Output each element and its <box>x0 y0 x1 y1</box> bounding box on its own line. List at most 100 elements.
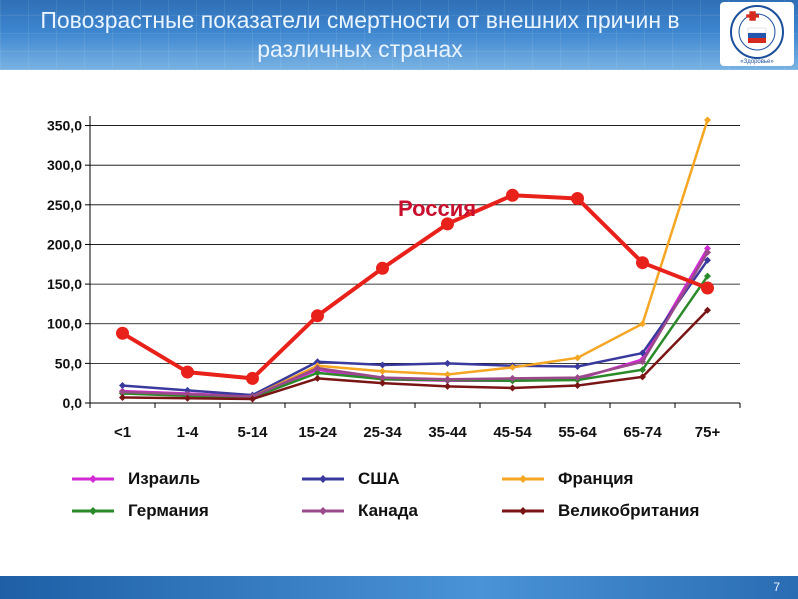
y-tick-label: 150,0 <box>47 276 82 292</box>
legend-item: Израиль <box>70 466 200 492</box>
data-point <box>314 369 321 377</box>
data-point <box>701 281 714 295</box>
data-point <box>314 358 321 366</box>
data-point <box>704 306 711 314</box>
series-line <box>121 193 709 381</box>
annotation-russia: Россия <box>398 196 476 221</box>
data-point <box>444 359 451 367</box>
y-tick-label: 250,0 <box>47 197 82 213</box>
x-tick-label: 25-34 <box>363 424 402 441</box>
x-tick-label: 15-24 <box>298 424 337 441</box>
axes <box>85 116 741 408</box>
legend-item: Канада <box>300 498 418 524</box>
legend-swatch-icon <box>302 475 344 483</box>
data-point <box>509 363 516 371</box>
x-tick-label: <1 <box>114 424 131 441</box>
legend-item: Великобритания <box>500 498 699 524</box>
data-point <box>249 395 256 403</box>
series-line <box>122 309 709 401</box>
y-tick-label: 350,0 <box>47 118 82 134</box>
svg-text:«Здоровье»: «Здоровье» <box>740 59 774 65</box>
grid-lines <box>90 125 740 364</box>
data-point <box>509 384 516 392</box>
x-tick-label: 55-64 <box>558 424 597 441</box>
data-point <box>704 248 711 256</box>
data-point <box>379 374 386 382</box>
data-point <box>444 370 451 378</box>
y-tick-label: 200,0 <box>47 236 82 252</box>
legend-label: Франция <box>558 469 634 488</box>
legend-item: Германия <box>70 498 209 524</box>
data-point <box>639 320 646 328</box>
legend-label: Канада <box>358 501 419 520</box>
data-point <box>639 373 646 381</box>
chart: 0,0 50,0 100,0 150,0 200,0 250,0 300,0 350,0 <1… <box>47 116 741 441</box>
data-point <box>119 388 126 396</box>
data-point <box>379 361 386 369</box>
legend: Израиль США Франция Германия Канада Великобри… <box>60 462 760 532</box>
legend-label: США <box>358 469 400 488</box>
legend-label: Германия <box>128 501 209 520</box>
legend-item: США <box>300 466 400 492</box>
page-number: 7 <box>773 580 780 594</box>
logo-emblem-icon: «Здоровье» <box>730 5 784 65</box>
y-tick-label: 50,0 <box>55 355 82 371</box>
x-tick-label: 75+ <box>695 424 721 441</box>
series-line <box>122 251 709 398</box>
data-point <box>509 374 516 382</box>
data-point <box>379 379 386 387</box>
logo: «Здоровье» <box>720 2 794 66</box>
data-point <box>184 390 191 398</box>
x-tick-label: 45-54 <box>493 424 532 441</box>
y-tick-labels: 0,0 50,0 100,0 150,0 200,0 250,0 300,0 350,0 <box>47 118 82 411</box>
data-point <box>639 366 646 374</box>
legend-item: Франция <box>500 466 633 492</box>
legend-swatch-icon <box>72 507 114 515</box>
y-tick-label: 100,0 <box>47 316 82 332</box>
data-point <box>704 116 711 124</box>
x-tick-label: 65-74 <box>623 424 662 441</box>
data-point <box>379 367 386 375</box>
y-tick-label: 300,0 <box>47 157 82 173</box>
data-point <box>444 382 451 390</box>
data-point <box>636 256 649 270</box>
data-point <box>574 382 581 390</box>
data-point <box>119 393 126 401</box>
slide-title: Повозрастные показатели смертности от вн… <box>40 7 680 62</box>
legend-label: Израиль <box>128 469 201 488</box>
legend-swatch-icon <box>72 475 114 483</box>
data-point <box>119 382 126 390</box>
data-point <box>441 217 454 231</box>
data-point <box>639 358 646 366</box>
legend-label: Великобритания <box>558 501 700 520</box>
data-point <box>376 261 389 275</box>
data-point <box>639 349 646 357</box>
data-point <box>181 365 194 379</box>
data-point <box>704 272 711 280</box>
data-point <box>184 386 191 394</box>
y-tick-label: 0,0 <box>63 395 83 411</box>
x-tick-labels: <1 1-4 5-14 15-24 25-34 35-44 45-54 55-64 65-74 7… <box>114 424 721 441</box>
x-tick-label: 5-14 <box>237 424 268 441</box>
slide-header: Повозрастные показатели смертности от вн… <box>0 0 798 70</box>
data-point <box>116 326 129 340</box>
data-point <box>574 354 581 362</box>
x-tick-label: 1-4 <box>177 424 199 441</box>
data-point <box>574 374 581 382</box>
data-point <box>314 364 321 372</box>
legend-swatch-icon <box>502 475 544 483</box>
data-point <box>704 256 711 264</box>
data-point <box>704 244 711 252</box>
data-point <box>246 371 259 385</box>
series-group <box>116 116 714 403</box>
data-point <box>314 374 321 382</box>
data-point <box>506 188 519 202</box>
data-point <box>574 363 581 371</box>
legend-swatch-icon <box>502 507 544 515</box>
legend-swatch-icon <box>302 507 344 515</box>
data-point <box>444 375 451 383</box>
x-tick-label: 35-44 <box>428 424 467 441</box>
data-point <box>184 394 191 402</box>
slide-footer: 7 <box>0 576 798 599</box>
data-point <box>571 191 584 205</box>
